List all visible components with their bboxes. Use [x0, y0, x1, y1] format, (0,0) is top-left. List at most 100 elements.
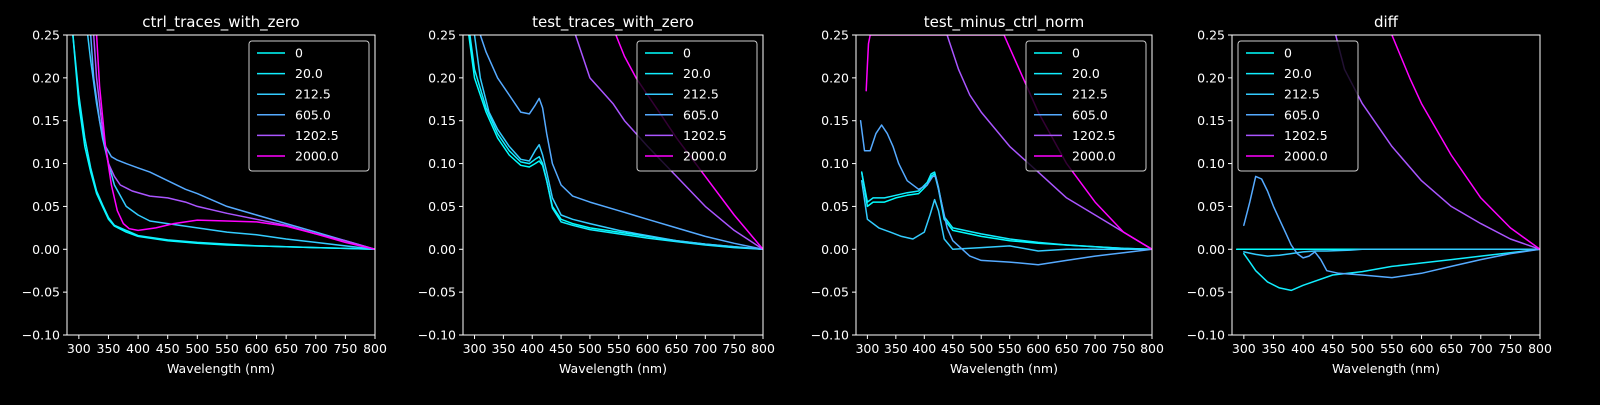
- x-axis-label: Wavelength (nm): [559, 361, 667, 376]
- legend: 0 20.0 212.5 605.0 1202.5 2000.0: [636, 40, 758, 172]
- x-tick-label: 500: [185, 341, 209, 356]
- y-tick-label: 0.10: [821, 156, 849, 171]
- y-tick-label: 0.10: [1197, 156, 1225, 171]
- x-tick-label: 400: [1291, 341, 1315, 356]
- x-tick-label: 300: [463, 341, 487, 356]
- x-tick-label: 550: [1380, 341, 1404, 356]
- x-tick-label: 500: [578, 341, 602, 356]
- x-tick-label: 350: [97, 341, 121, 356]
- legend-label: 2000.0: [1284, 149, 1328, 164]
- axes-frame: [1231, 34, 1541, 336]
- y-tick-label: 0.05: [1197, 199, 1225, 214]
- y-tick-label: 0.00: [428, 242, 456, 257]
- y-tick-label: −0.10: [22, 328, 60, 343]
- series-line-1202-5: [574, 35, 763, 251]
- y-tick-label: 0.25: [821, 28, 849, 43]
- x-tick-label: 500: [969, 341, 993, 356]
- legend: 0 20.0 212.5 605.0 1202.5 2000.0: [248, 40, 370, 172]
- series-line-2000-0: [1391, 35, 1540, 251]
- legend-label: 20.0: [1284, 66, 1312, 81]
- y-tick-label: −0.10: [1187, 328, 1225, 343]
- series-line-20-0: [1243, 248, 1540, 292]
- x-tick-label: 650: [1055, 341, 1079, 356]
- y-tick-label: 0.20: [428, 70, 456, 85]
- y-tick-label: 0.15: [821, 113, 849, 128]
- y-tick-label: −0.10: [811, 328, 849, 343]
- x-tick-label: 450: [941, 341, 965, 356]
- series-lines: [468, 35, 763, 251]
- series-line-212-5: [1243, 248, 1540, 257]
- y-tick-label: 0.00: [32, 242, 60, 257]
- series-line-605-0: [1243, 175, 1540, 279]
- y-tick-label: 0.25: [1197, 28, 1225, 43]
- x-tick-label: 700: [1469, 341, 1493, 356]
- x-tick-label: 750: [722, 341, 746, 356]
- chart-panel-2: test_traces_with_zero 300 350 400 450 500 550 6…: [418, 13, 775, 376]
- x-tick-label: 650: [1439, 341, 1463, 356]
- x-tick-label: 800: [751, 341, 775, 356]
- x-tick-label: 450: [1321, 341, 1345, 356]
- legend: 0 20.0 212.5 605.0 1202.5 2000.0: [1025, 40, 1147, 172]
- series-line-212-5: [473, 35, 763, 251]
- y-tick-label: 0.25: [32, 28, 60, 43]
- y-tick-label: 0.20: [1197, 70, 1225, 85]
- legend-label: 1202.5: [295, 128, 339, 143]
- legend-label: 605.0: [1284, 107, 1320, 122]
- x-tick-label: 600: [1410, 341, 1434, 356]
- y-tick-label: 0.15: [1197, 113, 1225, 128]
- chart-title: test_traces_with_zero: [532, 13, 694, 32]
- x-tick-label: 750: [1112, 341, 1136, 356]
- x-tick-label: 400: [912, 341, 936, 356]
- x-tick-label: 350: [884, 341, 908, 356]
- legend-label: 212.5: [683, 87, 719, 102]
- series-line-605-0: [859, 119, 1152, 266]
- x-tick-label: 800: [1140, 341, 1164, 356]
- series-line-1202-5: [946, 35, 1152, 251]
- legend-label: 1202.5: [683, 128, 727, 143]
- legend: 0 20.0 212.5 605.0 1202.5 2000.0: [1237, 40, 1359, 172]
- chart-panel-4: diff 300 350 400 450 500 550 600 650 700 750 800 −0.…: [1187, 13, 1552, 376]
- legend-label: 212.5: [1284, 87, 1320, 102]
- axes-frame: [855, 34, 1153, 336]
- x-tick-label: 750: [1498, 341, 1522, 356]
- legend-label: 605.0: [295, 107, 331, 122]
- x-tick-label: 300: [67, 341, 91, 356]
- axes-frame: [66, 34, 376, 336]
- y-tick-label: 0.10: [428, 156, 456, 171]
- series-line-2000-0: [865, 35, 1152, 251]
- legend-label: 212.5: [295, 87, 331, 102]
- x-tick-label: 800: [363, 341, 387, 356]
- x-tick-label: 550: [215, 341, 239, 356]
- legend-label: 0: [295, 46, 303, 61]
- x-tick-label: 550: [607, 341, 631, 356]
- x-tick-label: 450: [156, 341, 180, 356]
- y-tick-label: 0.20: [821, 70, 849, 85]
- y-tick-label: −0.05: [811, 285, 849, 300]
- y-tick-label: 0.20: [32, 70, 60, 85]
- series-lines: [859, 35, 1152, 266]
- legend-label: 0: [683, 46, 691, 61]
- x-tick-label: 650: [274, 341, 298, 356]
- x-tick-label: 450: [549, 341, 573, 356]
- legend-label: 2000.0: [683, 149, 727, 164]
- legend-label: 0: [1072, 46, 1080, 61]
- chart-title: test_minus_ctrl_norm: [924, 13, 1085, 32]
- x-tick-label: 600: [636, 341, 660, 356]
- legend-label: 2000.0: [295, 149, 339, 164]
- x-tick-label: 300: [1232, 341, 1256, 356]
- y-tick-label: 0.05: [32, 199, 60, 214]
- x-axis-label: Wavelength (nm): [167, 361, 275, 376]
- y-tick-label: 0.00: [1197, 242, 1225, 257]
- chart-title: ctrl_traces_with_zero: [142, 13, 299, 32]
- x-tick-label: 300: [855, 341, 879, 356]
- legend-label: 605.0: [1072, 107, 1108, 122]
- series-line-212-5: [860, 179, 1152, 252]
- y-tick-label: 0.05: [821, 199, 849, 214]
- legend-label: 2000.0: [1072, 149, 1116, 164]
- y-tick-label: 0.10: [32, 156, 60, 171]
- x-tick-label: 750: [333, 341, 357, 356]
- x-tick-label: 650: [665, 341, 689, 356]
